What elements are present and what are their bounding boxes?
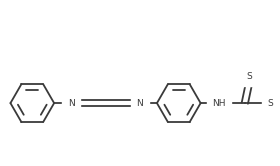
Text: S: S (268, 99, 274, 108)
Text: NH: NH (212, 99, 226, 108)
Text: N: N (136, 99, 143, 108)
Text: S: S (247, 72, 252, 81)
Text: N: N (68, 99, 75, 108)
